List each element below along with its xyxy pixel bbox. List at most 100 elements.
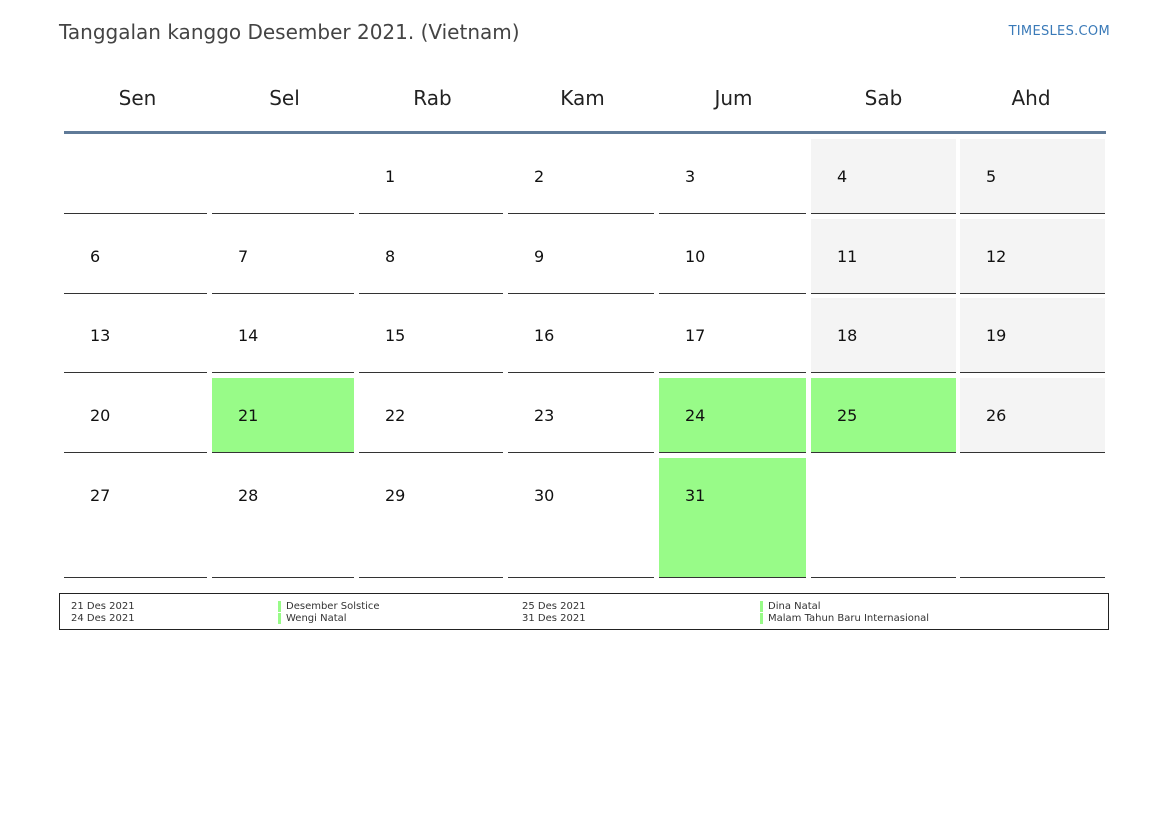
weekday-label: Rab [413, 86, 452, 110]
day-number: 31 [685, 486, 706, 505]
day-number: 24 [685, 406, 706, 425]
calendar-day-cell: 9 [508, 219, 654, 294]
calendar-day-cell: 12 [960, 219, 1105, 294]
cell-underline [811, 213, 956, 214]
calendar-day-cell: 10 [659, 219, 806, 294]
cell-underline [508, 577, 654, 578]
cell-underline [64, 372, 207, 373]
cell-underline [212, 293, 354, 294]
legend-holiday-name: Wengi Natal [286, 613, 347, 624]
legend-color-marker [760, 601, 763, 612]
day-number: 4 [837, 167, 848, 186]
day-number: 26 [986, 406, 1007, 425]
calendar-day-cell: 20 [64, 378, 207, 453]
calendar-day-cell: 21 [212, 378, 354, 453]
day-number: 12 [986, 247, 1007, 266]
day-number: 3 [685, 167, 696, 186]
cell-underline [960, 213, 1105, 214]
weekday-label: Sab [864, 86, 903, 110]
weekday-label: Sen [118, 86, 157, 110]
cell-underline [64, 293, 207, 294]
cell-underline [64, 452, 207, 453]
calendar-day-cell: 6 [64, 219, 207, 294]
calendar-day-cell: 18 [811, 298, 956, 373]
day-number: 25 [837, 406, 858, 425]
cell-underline [960, 372, 1105, 373]
cell-underline [359, 577, 503, 578]
weekday-label: Sel [269, 86, 300, 110]
calendar-day-cell: 27 [64, 458, 207, 578]
legend-date: 24 Des 2021 [71, 613, 135, 624]
day-number: 21 [238, 406, 259, 425]
day-number: 28 [238, 486, 259, 505]
day-number: 5 [986, 167, 997, 186]
calendar-day-cell: 16 [508, 298, 654, 373]
day-number: 15 [385, 326, 406, 345]
calendar-day-cell: 23 [508, 378, 654, 453]
cell-underline [811, 372, 956, 373]
calendar-day-cell: 26 [960, 378, 1105, 453]
cell-underline [212, 213, 354, 214]
cell-underline [659, 577, 806, 578]
cell-underline [359, 372, 503, 373]
cell-underline [811, 293, 956, 294]
cell-underline [64, 577, 207, 578]
day-number: 7 [238, 247, 249, 266]
cell-underline [508, 372, 654, 373]
day-number: 13 [90, 326, 111, 345]
calendar-day-cell: 31 [659, 458, 806, 578]
calendar-day-cell: 4 [811, 139, 956, 214]
day-number: 19 [986, 326, 1007, 345]
day-number: 16 [534, 326, 555, 345]
calendar-day-cell: 1 [359, 139, 503, 214]
calendar-day-cell: 15 [359, 298, 503, 373]
calendar-day-cell: 3 [659, 139, 806, 214]
legend-date: 25 Des 2021 [522, 601, 586, 612]
weekday-label: Jum [714, 86, 753, 110]
legend-holiday-name: Desember Solstice [286, 601, 380, 612]
cell-underline [508, 213, 654, 214]
day-number: 18 [837, 326, 858, 345]
day-number: 11 [837, 247, 858, 266]
cell-underline [811, 452, 956, 453]
cell-underline [659, 293, 806, 294]
calendar-day-cell [64, 139, 207, 214]
page-title: Tanggalan kanggo Desember 2021. (Vietnam… [59, 20, 520, 44]
cell-underline [508, 452, 654, 453]
day-number: 27 [90, 486, 111, 505]
calendar-day-cell [960, 458, 1105, 578]
calendar-day-cell: 8 [359, 219, 503, 294]
weekday-label: Ahd [1011, 86, 1051, 110]
calendar-day-cell: 17 [659, 298, 806, 373]
cell-underline [212, 372, 354, 373]
weekday-header-row: Sen Sel Rab Kam Jum Sab Ahd [64, 78, 1106, 120]
legend-date: 31 Des 2021 [522, 613, 586, 624]
legend-date: 21 Des 2021 [71, 601, 135, 612]
cell-underline [659, 213, 806, 214]
cell-underline [508, 293, 654, 294]
day-number: 1 [385, 167, 396, 186]
cell-underline [359, 293, 503, 294]
calendar-day-cell: 13 [64, 298, 207, 373]
calendar-day-cell [212, 139, 354, 214]
day-number: 17 [685, 326, 706, 345]
cell-underline [359, 213, 503, 214]
day-number: 10 [685, 247, 706, 266]
legend-color-marker [278, 601, 281, 612]
legend-color-marker [760, 613, 763, 624]
calendar-day-cell: 30 [508, 458, 654, 578]
cell-underline [659, 372, 806, 373]
weekday-label: Kam [560, 86, 605, 110]
cell-underline [960, 452, 1105, 453]
day-number: 23 [534, 406, 555, 425]
calendar-day-cell: 2 [508, 139, 654, 214]
cell-underline [811, 577, 956, 578]
day-number: 30 [534, 486, 555, 505]
calendar-day-cell: 11 [811, 219, 956, 294]
brand-link[interactable]: TIMESLES.COM [1008, 24, 1110, 39]
day-number: 6 [90, 247, 101, 266]
day-number: 22 [385, 406, 406, 425]
calendar-day-cell: 25 [811, 378, 956, 453]
calendar-day-cell: 28 [212, 458, 354, 578]
day-number: 9 [534, 247, 545, 266]
